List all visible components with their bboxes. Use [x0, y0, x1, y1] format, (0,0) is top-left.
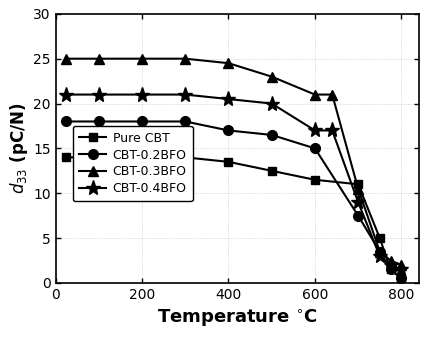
CBT-0.4BFO — [376, 254, 381, 258]
CBT-0.4BFO — [387, 263, 392, 267]
Line: CBT-0.2BFO: CBT-0.2BFO — [61, 117, 405, 283]
CBT-0.4BFO — [268, 101, 273, 105]
CBT-0.4BFO — [225, 97, 230, 101]
CBT-0.4BFO — [64, 93, 69, 97]
CBT-0.2BFO — [387, 268, 392, 272]
CBT-0.4BFO — [139, 93, 144, 97]
CBT-0.2BFO — [355, 214, 360, 218]
Legend: Pure CBT, CBT-0.2BFO, CBT-0.3BFO, CBT-0.4BFO: Pure CBT, CBT-0.2BFO, CBT-0.3BFO, CBT-0.… — [72, 126, 193, 201]
CBT-0.2BFO — [268, 133, 273, 137]
Pure CBT — [139, 155, 144, 159]
CBT-0.4BFO — [182, 93, 187, 97]
Pure CBT — [312, 178, 317, 182]
Pure CBT — [182, 155, 187, 159]
CBT-0.3BFO — [182, 57, 187, 61]
CBT-0.2BFO — [398, 276, 403, 280]
CBT-0.4BFO — [96, 93, 101, 97]
Line: Pure CBT: Pure CBT — [62, 153, 405, 283]
CBT-0.4BFO — [398, 268, 403, 272]
CBT-0.2BFO — [182, 119, 187, 123]
CBT-0.3BFO — [268, 74, 273, 79]
CBT-0.4BFO — [355, 200, 360, 204]
CBT-0.2BFO — [96, 119, 101, 123]
CBT-0.3BFO — [139, 57, 144, 61]
CBT-0.2BFO — [225, 128, 230, 132]
Pure CBT — [376, 236, 381, 240]
CBT-0.3BFO — [376, 249, 381, 253]
Line: CBT-0.3BFO: CBT-0.3BFO — [61, 54, 405, 270]
CBT-0.3BFO — [312, 93, 317, 97]
CBT-0.3BFO — [64, 57, 69, 61]
Pure CBT — [225, 160, 230, 164]
Y-axis label: $d_{33}$ (pC/N): $d_{33}$ (pC/N) — [9, 103, 30, 194]
Pure CBT — [387, 268, 392, 272]
Pure CBT — [268, 169, 273, 173]
Pure CBT — [64, 155, 69, 159]
CBT-0.3BFO — [329, 93, 334, 97]
CBT-0.3BFO — [96, 57, 101, 61]
CBT-0.3BFO — [355, 187, 360, 191]
Pure CBT — [355, 182, 360, 186]
CBT-0.3BFO — [387, 258, 392, 263]
CBT-0.3BFO — [225, 61, 230, 65]
X-axis label: Temperature $^{\circ}$C: Temperature $^{\circ}$C — [156, 307, 317, 329]
CBT-0.2BFO — [376, 249, 381, 253]
Pure CBT — [398, 276, 403, 280]
Line: CBT-0.4BFO: CBT-0.4BFO — [59, 87, 408, 277]
CBT-0.4BFO — [329, 128, 334, 132]
Pure CBT — [96, 155, 101, 159]
CBT-0.4BFO — [312, 128, 317, 132]
CBT-0.3BFO — [398, 263, 403, 267]
CBT-0.2BFO — [139, 119, 144, 123]
CBT-0.2BFO — [312, 146, 317, 150]
CBT-0.2BFO — [64, 119, 69, 123]
